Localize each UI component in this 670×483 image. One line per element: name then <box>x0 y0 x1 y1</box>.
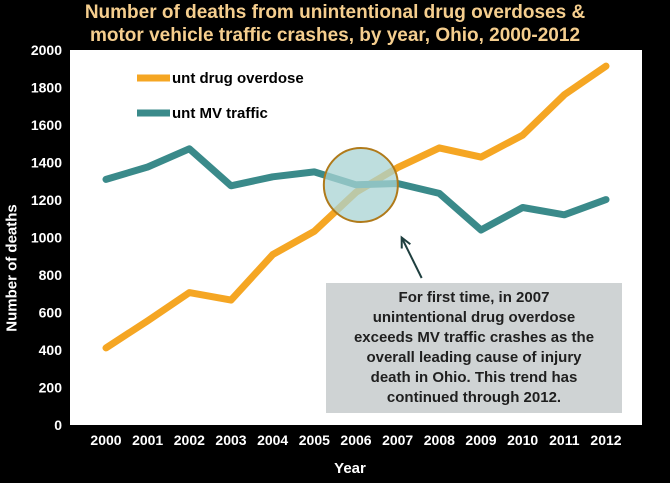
chart-title-line-2: motor vehicle traffic crashes, by year, … <box>89 25 581 46</box>
x-tick-label: 2004 <box>257 432 288 448</box>
x-tick-label: 2006 <box>340 432 371 448</box>
x-tick-label: 2010 <box>507 432 538 448</box>
y-tick-label: 1800 <box>31 80 62 96</box>
x-tick-label: 2012 <box>590 432 621 448</box>
annotation-line: overall leading cause of injury <box>366 349 582 366</box>
legend-label: unt MV traffic <box>172 105 268 122</box>
y-tick-label: 800 <box>39 267 63 283</box>
annotation-arrow-head <box>400 235 411 249</box>
chart-title-line-1: Number of deaths from unintentional drug… <box>84 2 586 23</box>
y-tick-label: 1000 <box>31 230 62 246</box>
y-tick-label: 1600 <box>31 117 62 133</box>
annotation-arrow-line <box>400 237 423 279</box>
x-tick-label: 2002 <box>174 432 205 448</box>
annotation-line: death in Ohio. This trend has <box>370 369 578 386</box>
annotation-line: unintentional drug overdose <box>372 309 576 326</box>
y-tick-label: 200 <box>39 380 63 396</box>
x-tick-label: 2011 <box>549 432 580 448</box>
x-tick-label: 2001 <box>132 432 163 448</box>
y-tick-label: 400 <box>39 342 63 358</box>
x-tick-label: 2000 <box>90 432 121 448</box>
crossover-highlight-circle <box>322 147 399 223</box>
y-tick-label: 1200 <box>31 192 62 208</box>
annotation-line: exceeds MV traffic crashes as the <box>353 329 595 346</box>
y-tick-label: 0 <box>54 417 62 433</box>
x-tick-label: 2005 <box>299 432 330 448</box>
x-tick-label: 2007 <box>382 432 413 448</box>
x-tick-label: 2003 <box>215 432 246 448</box>
y-tick-label: 1400 <box>31 155 62 171</box>
x-tick-label: 2008 <box>424 432 455 448</box>
y-axis-label: Number of deaths <box>3 204 21 332</box>
y-tick-label: 600 <box>39 305 63 321</box>
annotation-line: For first time, in 2007 <box>398 289 550 306</box>
x-tick-label: 2009 <box>465 432 496 448</box>
y-tick-label: 2000 <box>31 42 62 58</box>
annotation-box: For first time, in 2007 unintentional dr… <box>326 283 622 413</box>
legend-label: unt drug overdose <box>172 70 304 87</box>
annotation-line: continued through 2012. <box>386 389 562 406</box>
x-axis-label: Year <box>334 460 366 477</box>
